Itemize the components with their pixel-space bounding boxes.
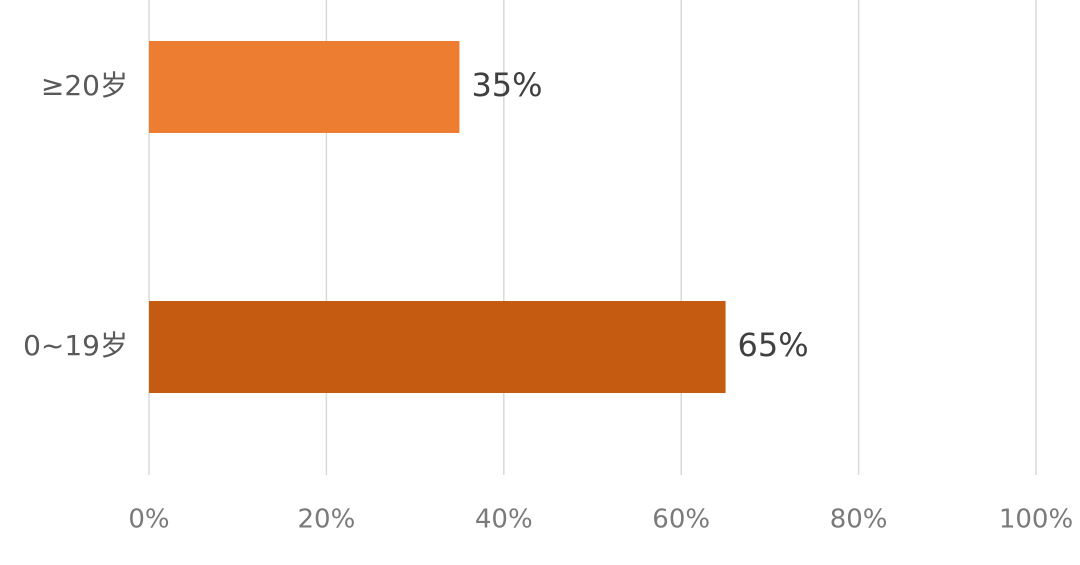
value-label: 35% — [471, 66, 542, 104]
x-tick-label: 80% — [830, 505, 888, 535]
x-tick-label: 40% — [475, 505, 533, 535]
x-tick-label: 20% — [298, 505, 356, 535]
x-tick-label: 60% — [652, 505, 710, 535]
x-tick-label: 0% — [128, 505, 169, 535]
category-label: ≥20岁 — [41, 69, 128, 102]
bar — [149, 41, 460, 133]
x-tick-label: 100% — [999, 505, 1073, 535]
value-label: 65% — [738, 326, 809, 364]
category-label: 0~19岁 — [23, 329, 128, 362]
bar — [149, 301, 726, 393]
